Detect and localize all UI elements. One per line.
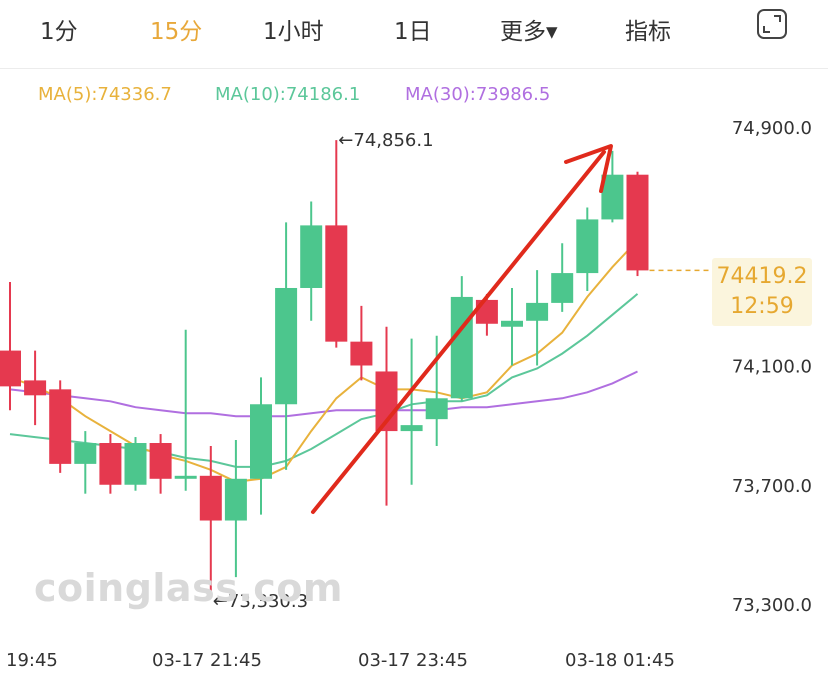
- time-axis-label: 03-17 21:45: [152, 650, 262, 671]
- candle-down: [99, 443, 122, 485]
- candle-down: [325, 225, 348, 342]
- tab-15min[interactable]: 15分: [150, 19, 203, 45]
- candle-up: [601, 174, 624, 220]
- candle-down: [626, 174, 649, 271]
- trend-arrow-head: [564, 144, 613, 193]
- ma5-legend: MA(5):74336.7: [38, 84, 172, 105]
- ma10-legend: MA(10):74186.1: [215, 84, 361, 105]
- candle-down: [49, 389, 72, 464]
- candle-up: [450, 296, 473, 399]
- price-axis-label: 73,700.0: [732, 476, 812, 497]
- time-axis-label: 03-18 01:45: [565, 650, 675, 671]
- tab-1hour[interactable]: 1小时: [263, 19, 324, 45]
- tab-indicators[interactable]: 指标: [625, 19, 671, 45]
- price-axis-label: 73,300.0: [732, 595, 812, 616]
- candle-up: [551, 273, 574, 303]
- candle-up: [124, 443, 147, 485]
- candle-up: [224, 478, 247, 521]
- tab-1day[interactable]: 1日: [394, 19, 432, 45]
- candle-down: [0, 350, 21, 387]
- candle-up: [400, 425, 423, 432]
- candle-up: [300, 225, 323, 288]
- candle-down: [199, 475, 222, 521]
- watermark: coinglass.com: [34, 566, 343, 610]
- ma30-line: [9, 370, 638, 418]
- low-price-label: ←73,330.3: [213, 591, 308, 612]
- timeframe-bar: 1分 15分 1小时 1日 更多▾ 指标: [0, 0, 828, 58]
- price-axis-label: 74,100.0: [732, 357, 812, 378]
- candle-countdown: 12:59: [730, 294, 794, 319]
- tab-more[interactable]: 更多▾: [500, 19, 558, 45]
- candle-down: [350, 341, 373, 366]
- ma30-legend: MA(30):73986.5: [405, 84, 551, 105]
- time-axis-label: 19:45: [6, 650, 58, 671]
- candle-up: [174, 475, 197, 479]
- candle-up: [275, 287, 298, 405]
- candle-up: [74, 443, 97, 464]
- trend-arrow-shaft: [311, 150, 606, 514]
- candle-down: [149, 443, 172, 479]
- fullscreen-icon[interactable]: [757, 9, 787, 39]
- tab-1min[interactable]: 1分: [40, 19, 78, 45]
- candle-up: [425, 398, 448, 420]
- high-price-label: ←74,856.1: [338, 130, 433, 151]
- current-price-box: 74419.2 12:59: [712, 258, 812, 326]
- header-divider: [0, 68, 828, 69]
- candle-up: [250, 404, 272, 479]
- time-axis-label: 03-17 23:45: [358, 650, 468, 671]
- current-price: 74419.2: [716, 264, 808, 289]
- ma5-line: [9, 239, 639, 483]
- price-axis-label: 74,900.0: [732, 118, 812, 139]
- candle-up: [576, 219, 599, 274]
- candle-down: [24, 380, 47, 396]
- candle-up: [526, 302, 549, 321]
- candle-up: [501, 320, 523, 327]
